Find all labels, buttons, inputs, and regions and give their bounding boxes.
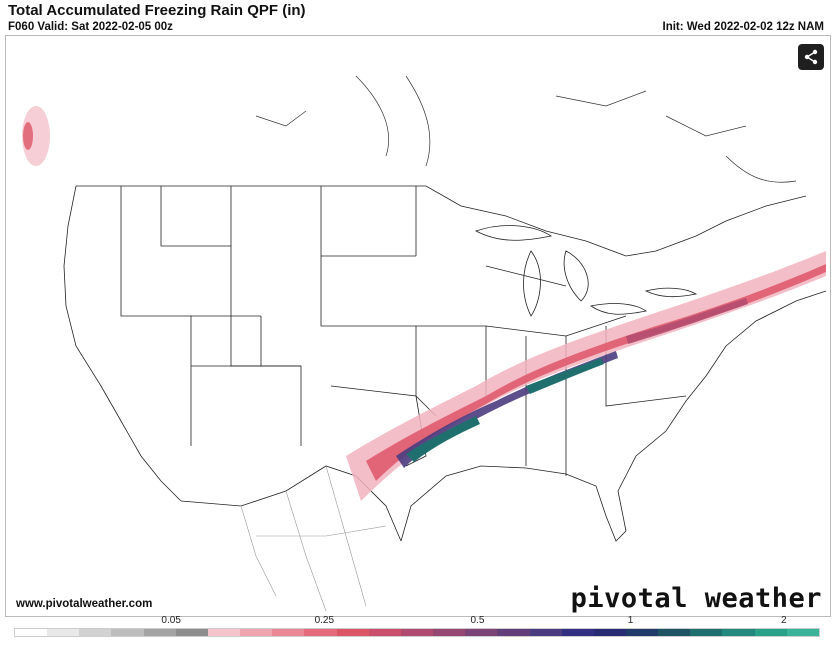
legend-swatch (304, 629, 337, 636)
color-legend: 0.05 0.25 0.5 1 2 (14, 615, 820, 647)
legend-swatch (497, 629, 530, 636)
northwest-patches (22, 106, 50, 166)
canada-features (255, 75, 797, 183)
legend-swatch (561, 629, 594, 636)
legend-swatch (175, 629, 208, 636)
legend-swatch (754, 629, 787, 636)
legend-swatch (722, 629, 755, 636)
map-title: Total Accumulated Freezing Rain QPF (in) (8, 2, 306, 19)
legend-swatch (786, 629, 819, 636)
legend-tick-label: 1 (627, 615, 634, 626)
legend-tick-label: 0.25 (314, 615, 335, 626)
legend-swatch (15, 629, 48, 636)
legend-swatch (465, 629, 498, 636)
share-button[interactable] (798, 44, 824, 70)
legend-tick-label: 2 (780, 615, 787, 626)
legend-swatch (47, 629, 80, 636)
legend-swatch (336, 629, 369, 636)
forecast-map[interactable]: www.pivotalweather.com pivotal weather (5, 35, 831, 617)
legend-swatch (240, 629, 273, 636)
legend-colorbar (14, 628, 820, 637)
forecast-valid-time: F060 Valid: Sat 2022-02-05 00z (8, 21, 173, 33)
legend-swatch (625, 629, 659, 636)
legend-swatch (593, 629, 626, 636)
legend-swatch (368, 629, 401, 636)
share-icon (804, 49, 818, 65)
legend-swatch (111, 629, 144, 636)
legend-swatch (658, 629, 691, 636)
legend-swatch (400, 629, 434, 636)
great-lakes (474, 225, 698, 317)
model-init-time: Init: Wed 2022-02-02 12z NAM (662, 21, 824, 33)
legend-swatch (433, 629, 466, 636)
site-url[interactable]: www.pivotalweather.com (16, 598, 153, 610)
mexico-lines (240, 465, 387, 612)
brand-logo: pivotal weather (570, 583, 822, 614)
legend-swatch (143, 629, 176, 636)
legend-swatch (690, 629, 723, 636)
legend-swatch (207, 629, 241, 636)
freezing-rain-swath (346, 251, 826, 501)
map-canvas (6, 36, 830, 616)
legend-swatch (272, 629, 305, 636)
legend-swatch (79, 629, 112, 636)
legend-tick-label: 0.05 (161, 615, 181, 626)
legend-swatch (529, 629, 562, 636)
legend-tick-label: 0.5 (470, 615, 485, 626)
legend-ticks: 0.05 0.25 0.5 1 2 (14, 615, 820, 627)
